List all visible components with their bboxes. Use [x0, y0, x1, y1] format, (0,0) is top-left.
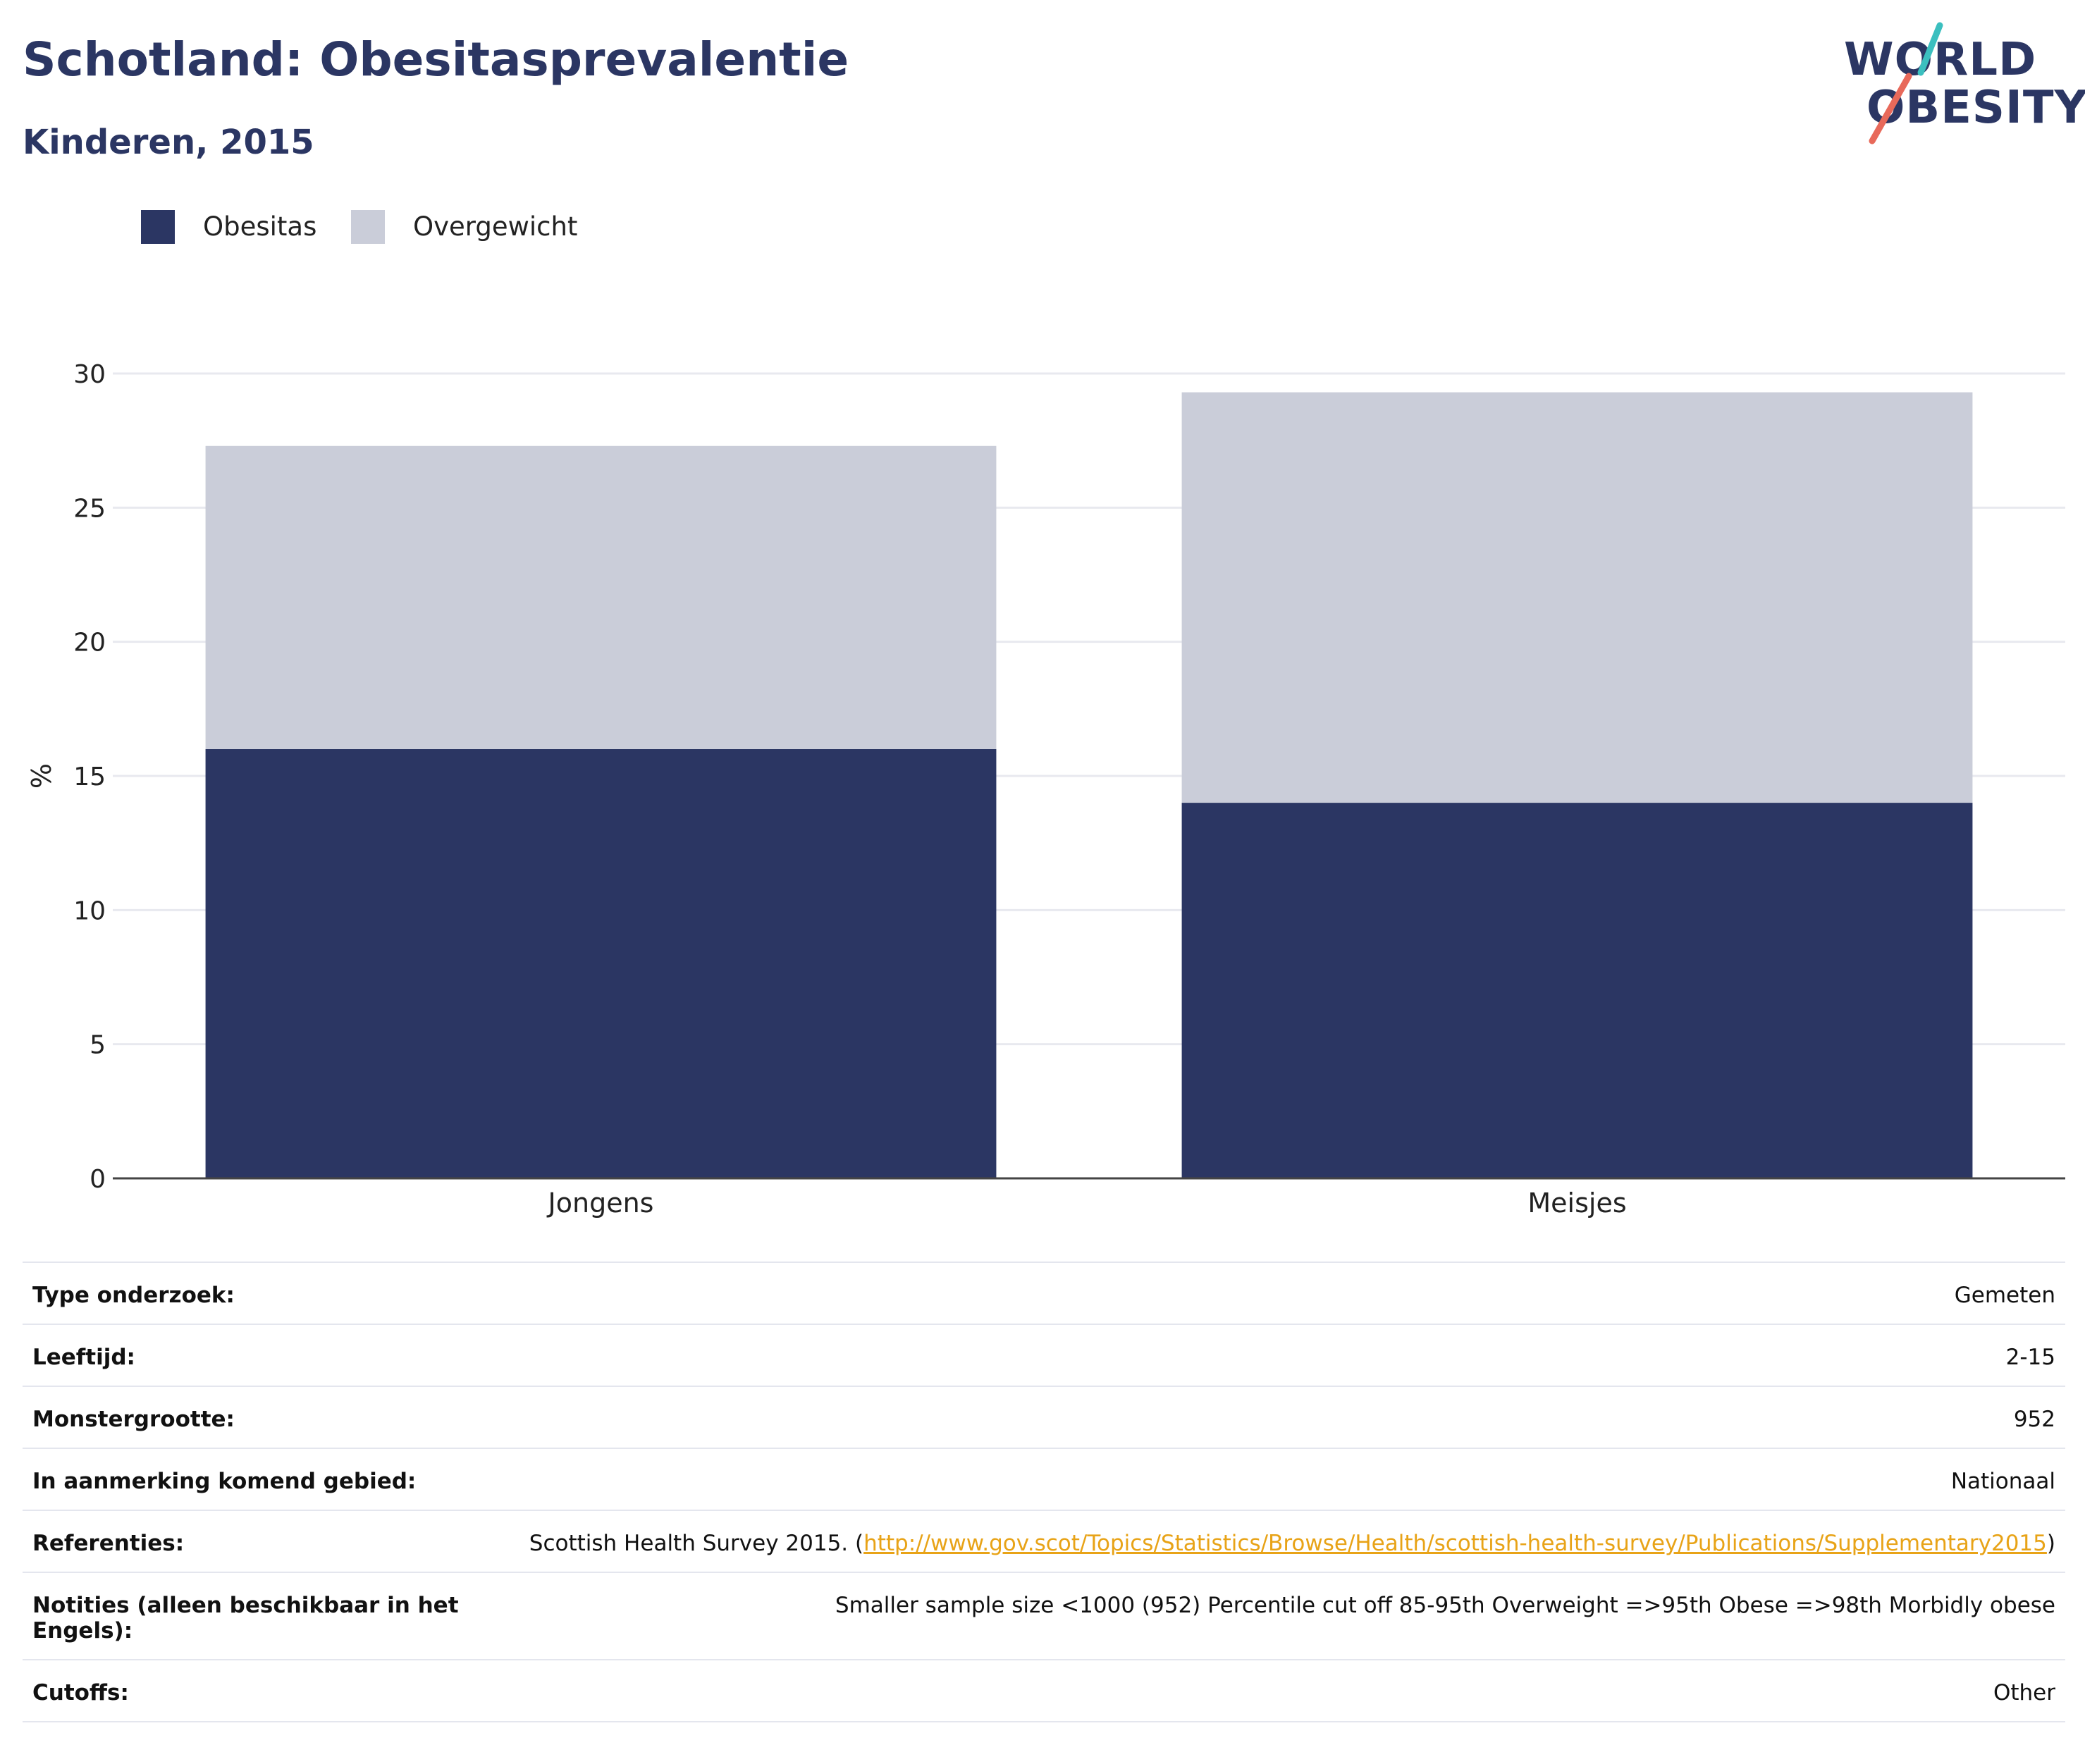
y-tick-label: 25: [73, 494, 106, 523]
table-row: Cutoffs: Other: [23, 1659, 2065, 1722]
table-row: In aanmerking komend gebied: Nationaal: [23, 1448, 2065, 1510]
y-tick-label: 5: [90, 1031, 106, 1060]
info-value: Gemeten: [479, 1262, 2065, 1324]
info-value: Smaller sample size <1000 (952) Percenti…: [479, 1572, 2065, 1660]
legend-swatch-obesitas: [141, 210, 175, 244]
info-value: Other: [479, 1659, 2065, 1722]
info-value: Nationaal: [479, 1448, 2065, 1510]
legend-swatch-overgewicht: [351, 210, 385, 244]
table-row: Leeftijd: 2-15: [23, 1324, 2065, 1386]
y-tick-label: 0: [90, 1165, 106, 1194]
world-obesity-logo: WORLD OBESITY: [1833, 20, 2085, 154]
table-row: Notities (alleen beschikbaar in het Enge…: [23, 1572, 2065, 1660]
info-label: Leeftijd:: [23, 1324, 479, 1386]
bar-obesitas-meisjes: [1181, 803, 1973, 1178]
info-label: Notities (alleen beschikbaar in het Enge…: [23, 1572, 479, 1660]
reference-value: Scottish Health Survey 2015. (http://www…: [479, 1510, 2065, 1572]
info-label: In aanmerking komend gebied:: [23, 1448, 479, 1510]
bar-obesitas-jongens: [205, 748, 997, 1178]
x-tick-label: Meisjes: [1527, 1188, 1626, 1219]
info-value: 952: [479, 1386, 2065, 1448]
table-row: Type onderzoek: Gemeten: [23, 1262, 2065, 1324]
x-tick-label: Jongens: [547, 1188, 654, 1219]
stacked-bar-chart: 0 5 10 15 20 25 30% Jongens Meisjes: [26, 360, 2065, 1219]
y-tick-label: 10: [73, 896, 106, 925]
table-row: Referenties: Scottish Health Survey 2015…: [23, 1510, 2065, 1572]
y-tick-label: 15: [73, 763, 106, 791]
reference-prefix: Scottish Health Survey 2015. (: [529, 1531, 864, 1556]
info-label: Monstergrootte:: [23, 1386, 479, 1448]
legend-label-overgewicht: Overgewicht: [413, 211, 578, 242]
bar-overgewicht-meisjes: [1181, 392, 1973, 803]
legend-label-obesitas: Obesitas: [203, 211, 317, 242]
reference-suffix: ): [2046, 1531, 2055, 1556]
info-value: 2-15: [479, 1324, 2065, 1386]
survey-info-table: Type onderzoek: Gemeten Leeftijd: 2-15 M…: [23, 1262, 2065, 1722]
bar-overgewicht-jongens: [205, 445, 997, 749]
info-label: Referenties:: [23, 1510, 479, 1572]
info-label: Type onderzoek:: [23, 1262, 479, 1324]
reference-link[interactable]: http://www.gov.scot/Topics/Statistics/Br…: [863, 1531, 2047, 1556]
y-tick-label: 20: [73, 629, 106, 658]
y-tick-label: 30: [73, 360, 106, 389]
logo-slash-icon: [1869, 22, 1943, 144]
table-row: Monstergrootte: 952: [23, 1386, 2065, 1448]
y-axis-label: %: [26, 763, 57, 789]
logo-word-world: WORLD: [1844, 34, 2037, 86]
info-label: Cutoffs:: [23, 1659, 479, 1722]
page-subtitle: Kinderen, 2015: [23, 123, 314, 162]
page-title: Schotland: Obesitasprevalentie: [23, 32, 849, 87]
